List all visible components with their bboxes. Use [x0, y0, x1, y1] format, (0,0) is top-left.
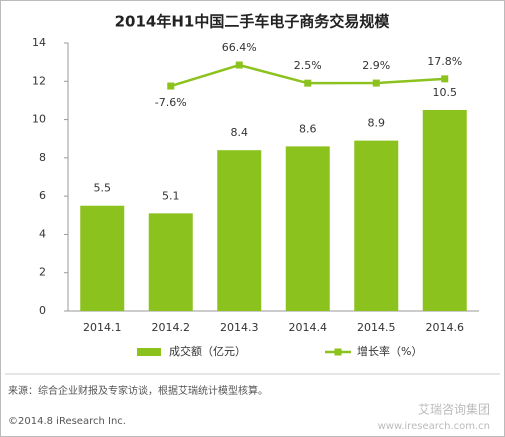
y-tick-label: 8	[39, 151, 46, 164]
bar	[80, 205, 125, 311]
data-label: 66.4%	[222, 41, 257, 54]
data-label: 10.5	[433, 86, 458, 99]
y-tick-label: 6	[39, 189, 46, 202]
y-tick-label: 14	[32, 36, 46, 49]
chart-title: 2014年H1中国二手车电子商务交易规模	[115, 13, 391, 31]
marker	[372, 79, 380, 87]
marker	[235, 61, 243, 69]
x-tick-label: 2014.6	[426, 321, 465, 334]
bar	[285, 146, 330, 311]
bar	[217, 150, 262, 311]
marker	[304, 79, 312, 87]
data-label: 8.9	[368, 117, 386, 130]
x-tick-label: 2014.5	[357, 321, 396, 334]
y-tick-label: 4	[39, 227, 46, 240]
watermark: www.iresearch.com.cn	[378, 421, 490, 432]
copyright: ©2014.8 iResearch Inc.	[8, 416, 126, 427]
legend-label: 成交额（亿元）	[169, 344, 246, 358]
legend-swatch	[334, 348, 342, 356]
source: 来源：综合企业财报及专家访谈，根据艾瑞统计模型核算。	[8, 384, 268, 397]
x-tick-label: 2014.2	[152, 321, 191, 334]
data-label: -7.6%	[155, 96, 187, 109]
bar	[148, 213, 193, 311]
y-tick-label: 0	[39, 304, 46, 317]
x-tick-label: 2014.3	[220, 321, 259, 334]
data-label: 5.5	[94, 182, 112, 195]
y-tick-label: 10	[32, 113, 46, 126]
marker	[167, 82, 175, 90]
x-tick-label: 2014.1	[83, 321, 122, 334]
y-tick-label: 2	[39, 266, 46, 279]
watermark: 艾瑞咨询集团	[418, 402, 490, 417]
data-label: 5.1	[162, 189, 180, 202]
x-tick-label: 2014.4	[289, 321, 328, 334]
data-label: 8.4	[231, 126, 249, 139]
marker	[441, 75, 449, 83]
bar	[354, 140, 399, 311]
y-tick-label: 12	[32, 74, 46, 87]
data-label: 17.8%	[427, 55, 462, 68]
data-label: 2.9%	[362, 59, 390, 72]
data-label: 2.5%	[294, 59, 322, 72]
bar	[422, 110, 467, 311]
legend-label: 增长率（%）	[357, 344, 422, 358]
legend-swatch	[137, 348, 161, 356]
data-label: 8.6	[299, 122, 317, 135]
